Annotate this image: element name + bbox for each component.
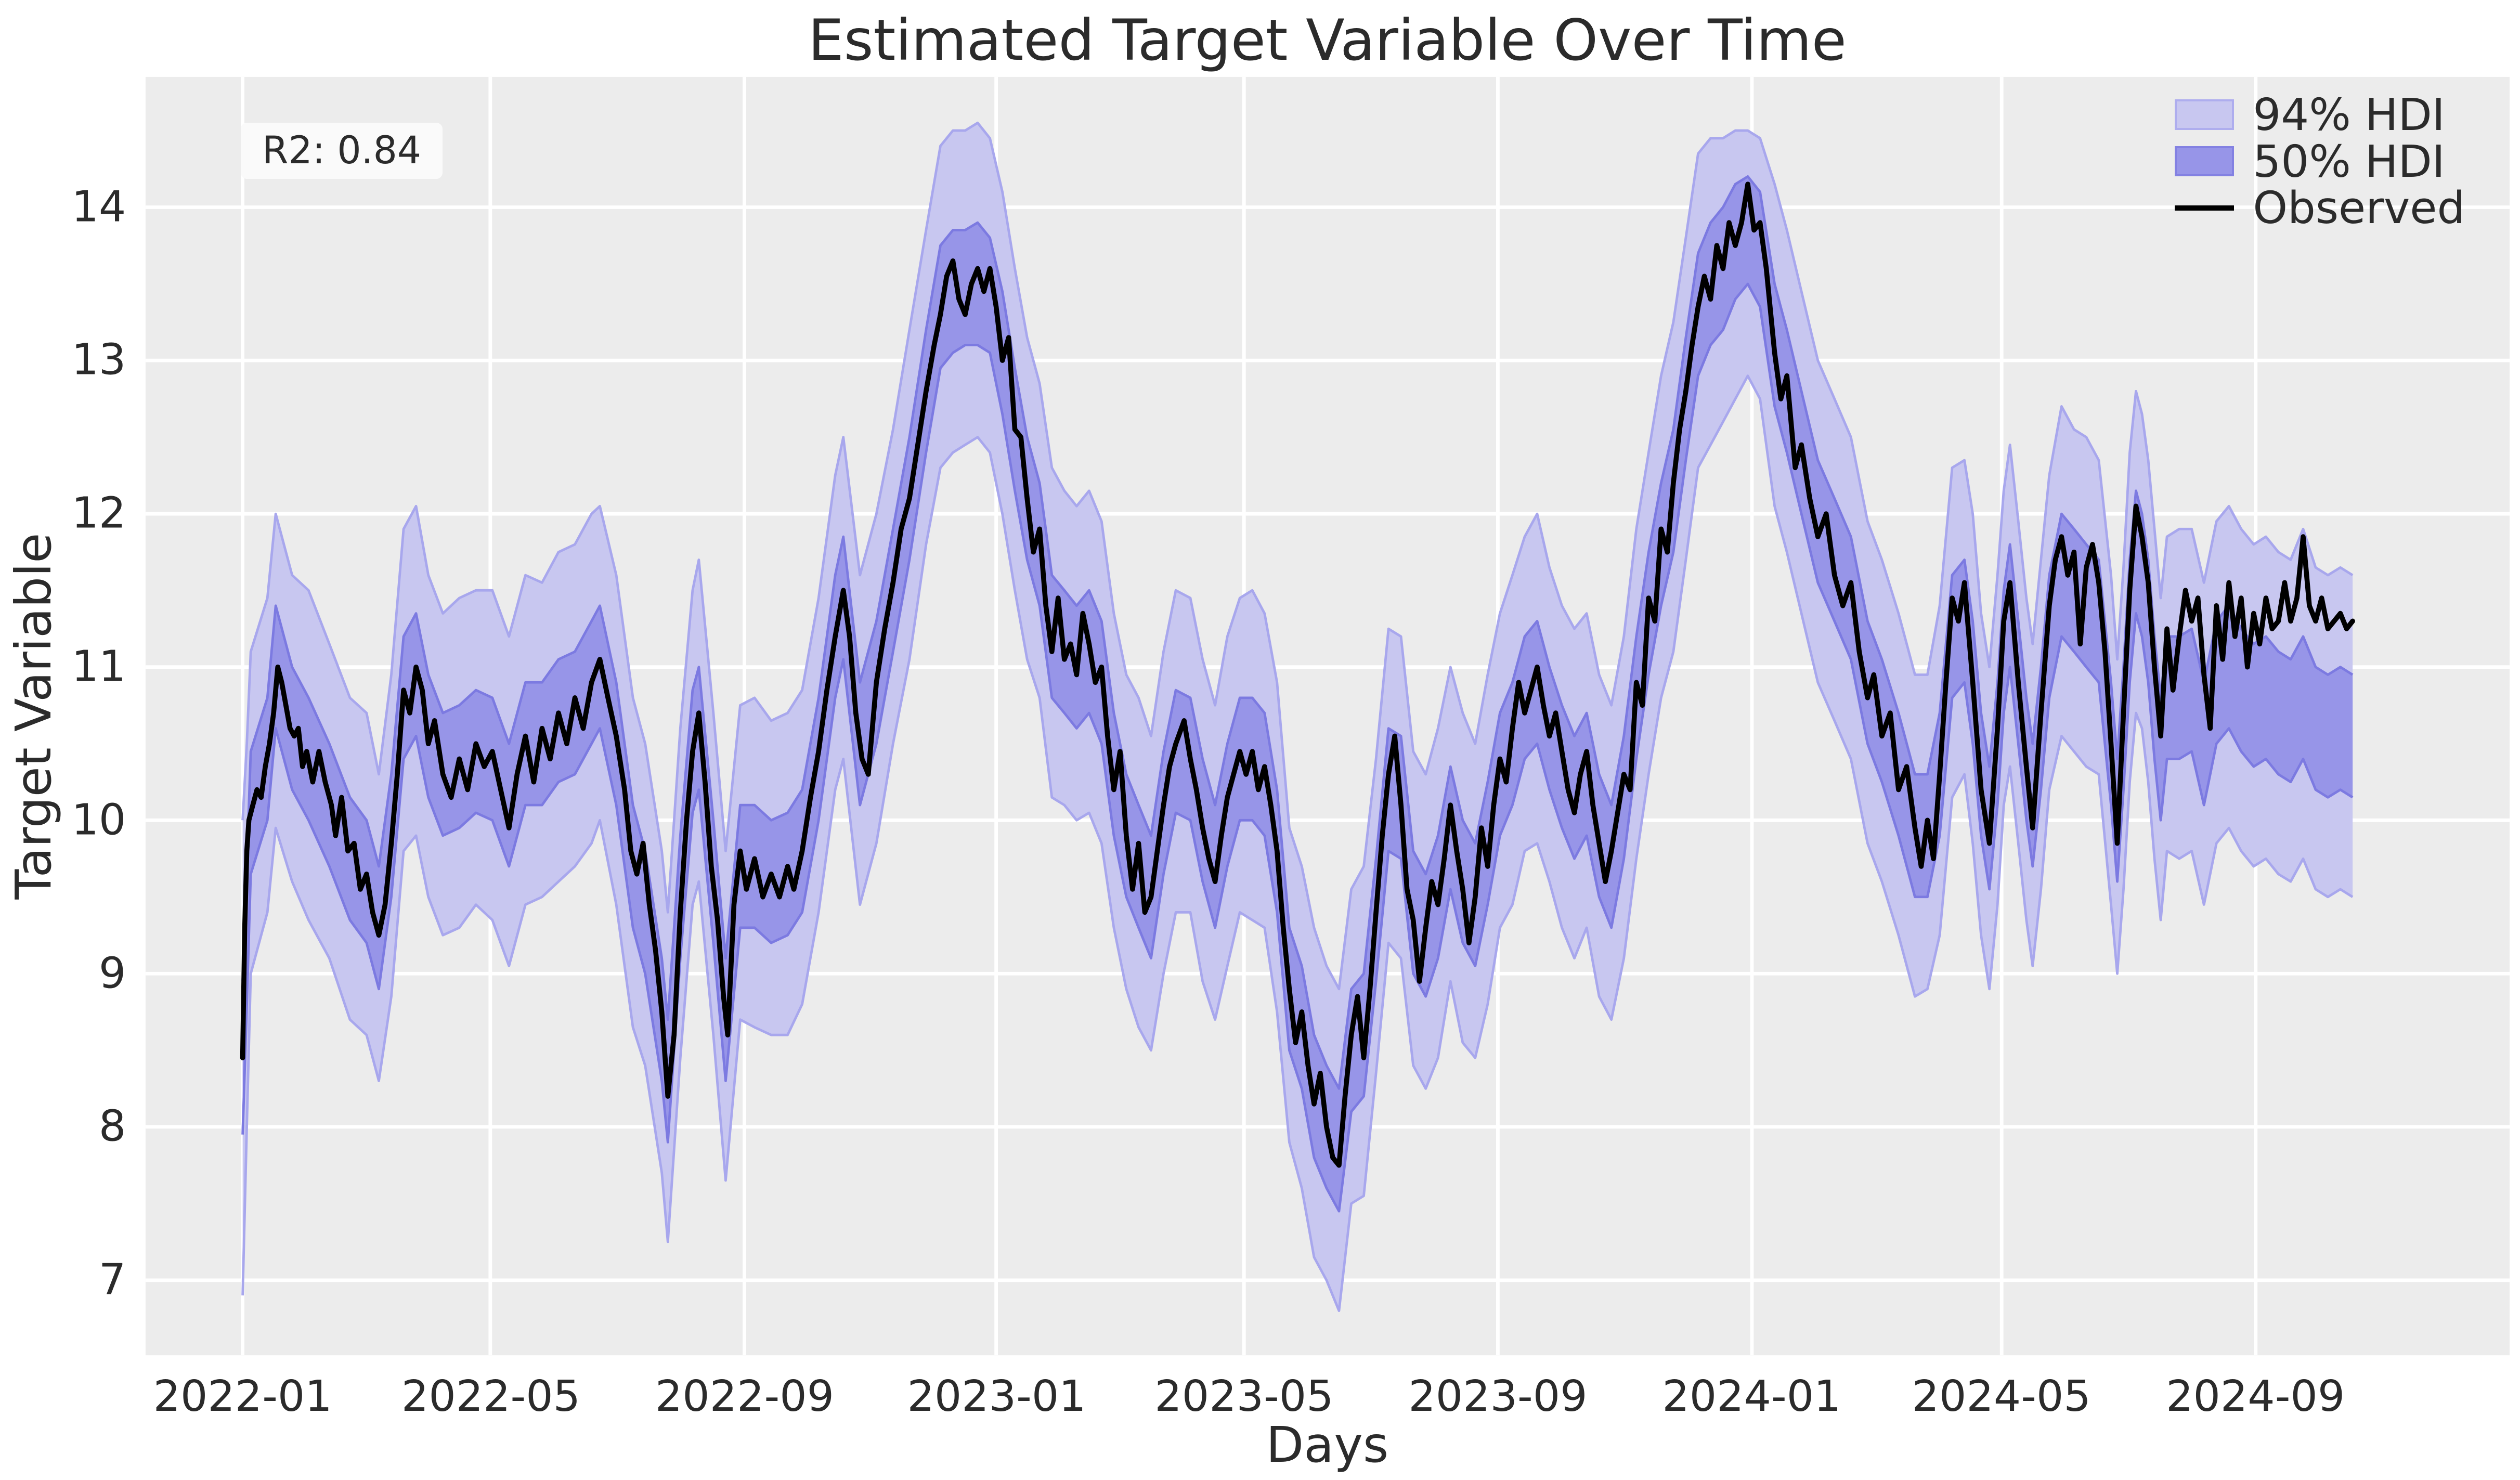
hdi50-swatch-icon	[2175, 146, 2234, 177]
xtick-label-2024-01: 2024-01	[1662, 1372, 1841, 1422]
hdi94-swatch-icon	[2175, 99, 2234, 130]
legend-item-50-hdi: 50% HDI	[2175, 136, 2465, 187]
x-axis-label: Days	[1266, 1416, 1389, 1474]
ytick-label-7: 7	[98, 1255, 126, 1305]
observed-line-icon	[2175, 205, 2234, 211]
ytick-label-8: 8	[98, 1101, 126, 1151]
ytick-label-13: 13	[71, 335, 126, 385]
ytick-label-14: 14	[71, 182, 126, 232]
xtick-label-2023-01: 2023-01	[907, 1372, 1086, 1422]
legend-label-observed: Observed	[2253, 182, 2465, 234]
legend-label-94-hdi: 94% HDI	[2253, 89, 2445, 141]
xtick-label-2022-01: 2022-01	[153, 1372, 332, 1422]
xtick-label-2022-05: 2022-05	[401, 1372, 581, 1422]
chart-title: Estimated Target Variable Over Time	[808, 7, 1847, 74]
xtick-label-2023-05: 2023-05	[1154, 1372, 1334, 1422]
legend: 94% HDI 50% HDI Observed	[2175, 89, 2465, 233]
legend-item-observed: Observed	[2175, 182, 2465, 233]
ytick-label-10: 10	[71, 795, 126, 845]
xtick-label-2023-09: 2023-09	[1408, 1372, 1588, 1422]
xtick-label-2022-09: 2022-09	[655, 1372, 835, 1422]
ytick-label-9: 9	[98, 949, 126, 998]
ytick-label-11: 11	[71, 642, 126, 692]
xtick-label-2024-05: 2024-05	[1912, 1372, 2091, 1422]
ytick-label-12: 12	[71, 488, 126, 538]
r2-annotation: R2: 0.84	[240, 123, 443, 179]
xtick-label-2024-09: 2024-09	[2166, 1372, 2345, 1422]
legend-label-50-hdi: 50% HDI	[2253, 135, 2445, 187]
legend-item-94-hdi: 94% HDI	[2175, 89, 2465, 140]
